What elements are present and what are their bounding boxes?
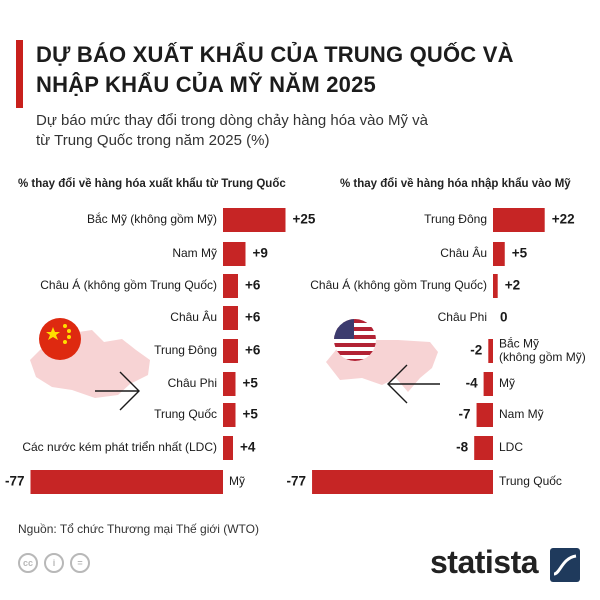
bar-category-label: Nam Mỹ bbox=[172, 246, 217, 260]
bar-value-label: +2 bbox=[505, 278, 520, 293]
bar bbox=[223, 339, 238, 363]
bar-category-label: Mỹ bbox=[499, 376, 515, 390]
bar-value-label: +5 bbox=[243, 407, 259, 422]
bar-value-label: -2 bbox=[470, 343, 482, 358]
bar-value-label: +6 bbox=[245, 343, 261, 358]
bar-value-label: -77 bbox=[5, 474, 25, 489]
bar bbox=[223, 242, 246, 266]
bar-value-label: -8 bbox=[456, 440, 468, 455]
bar-value-label: +6 bbox=[245, 310, 261, 325]
bar bbox=[493, 208, 545, 232]
bar bbox=[223, 436, 233, 460]
china-flag-icon bbox=[39, 318, 81, 360]
bar-category-label: Bắc Mỹ (không gồm Mỹ) bbox=[87, 211, 217, 226]
bar bbox=[493, 242, 505, 266]
bar-category-label: Trung Quốc bbox=[154, 407, 217, 421]
bar-value-label: +22 bbox=[552, 212, 575, 227]
exports-panel-header: % thay đổi về hàng hóa xuất khẩu từ Trun… bbox=[18, 178, 286, 190]
bar-value-label: 0 bbox=[500, 310, 508, 325]
bar-category-label: Châu Phi bbox=[438, 310, 487, 324]
left-arrow-icon bbox=[387, 364, 440, 404]
page-title: DỰ BÁO XUẤT KHẨU CỦA TRUNG QUỐC VÀ NHẬP … bbox=[36, 40, 576, 100]
bar-category-label: Châu Phi bbox=[168, 376, 217, 390]
bar-value-label: +6 bbox=[245, 278, 261, 293]
bar-category-label: Trung Quốc bbox=[499, 474, 562, 488]
title-line-1: DỰ BÁO XUẤT KHẨU CỦA TRUNG QUỐC VÀ bbox=[36, 42, 514, 67]
page-subtitle: Dự báo mức thay đổi trong dòng chảy hàng… bbox=[36, 111, 556, 151]
bar-category-label: Châu Âu bbox=[170, 309, 217, 324]
bar-category-label: Các nước kém phát triển nhất (LDC) bbox=[22, 440, 217, 454]
title-accent-bar bbox=[16, 40, 23, 108]
bar-category-label: Nam Mỹ bbox=[499, 407, 544, 421]
subtitle-line-1: Dự báo mức thay đổi trong dòng chảy hàng… bbox=[36, 112, 428, 129]
bar-value-label: +25 bbox=[293, 212, 316, 227]
bar-category-label: Bắc Mỹ (không gồm Mỹ) bbox=[499, 336, 586, 365]
bar bbox=[476, 403, 493, 427]
bar-value-label: +9 bbox=[253, 246, 268, 261]
bar-category-label: Trung Đông bbox=[154, 343, 217, 357]
bar-value-label: -4 bbox=[466, 376, 478, 391]
bar bbox=[493, 274, 498, 298]
bar-category-label: LDC bbox=[499, 440, 523, 454]
bar bbox=[223, 306, 238, 330]
bar bbox=[483, 372, 493, 396]
bar bbox=[312, 470, 493, 494]
bar bbox=[223, 372, 236, 396]
decorations bbox=[30, 318, 440, 411]
right-arrow-icon bbox=[95, 371, 140, 411]
title-line-2: NHẬP KHẨU CỦA MỸ NĂM 2025 bbox=[36, 72, 376, 97]
china-flag-map-icon bbox=[30, 318, 150, 398]
source-note: Nguồn: Tổ chức Thương mại Thế giới (WTO) bbox=[18, 522, 260, 536]
license-icons: cc i = bbox=[18, 553, 90, 573]
bar bbox=[223, 403, 236, 427]
bar bbox=[30, 470, 223, 494]
bar-value-label: +5 bbox=[243, 376, 259, 391]
bar-value-label: -7 bbox=[459, 407, 471, 422]
bar-value-label: +5 bbox=[512, 246, 528, 261]
bar-category-label: Châu Á (không gồm Trung Quốc) bbox=[40, 277, 217, 292]
bar-category-label: Mỹ bbox=[229, 474, 245, 488]
bar-category-label: Châu Á (không gồm Trung Quốc) bbox=[310, 277, 487, 292]
imports-panel-header: % thay đổi về hàng hóa nhập khẩu vào Mỹ bbox=[340, 178, 571, 190]
cc-icon: cc bbox=[18, 553, 38, 573]
bar bbox=[488, 339, 493, 363]
bar bbox=[223, 208, 286, 232]
bar-value-label: +4 bbox=[240, 440, 256, 455]
bar-value-label: -77 bbox=[287, 474, 307, 489]
bar-category-label: Châu Âu bbox=[440, 245, 487, 260]
nd-icon: = bbox=[70, 553, 90, 573]
bar-category-label: Trung Đông bbox=[424, 212, 487, 226]
bar bbox=[474, 436, 493, 460]
chart-marks: +25 Bắc Mỹ (không gồm Mỹ) +9 Nam Mỹ +6 Châu Á… bbox=[5, 208, 586, 494]
usa-flag-map-icon bbox=[326, 319, 438, 392]
statista-logo-text: statista bbox=[430, 544, 539, 580]
statista-logo-icon bbox=[550, 548, 580, 582]
subtitle-line-2: từ Trung Quốc trong năm 2025 (%) bbox=[36, 132, 270, 149]
bar bbox=[223, 274, 238, 298]
by-icon: i bbox=[44, 553, 64, 573]
